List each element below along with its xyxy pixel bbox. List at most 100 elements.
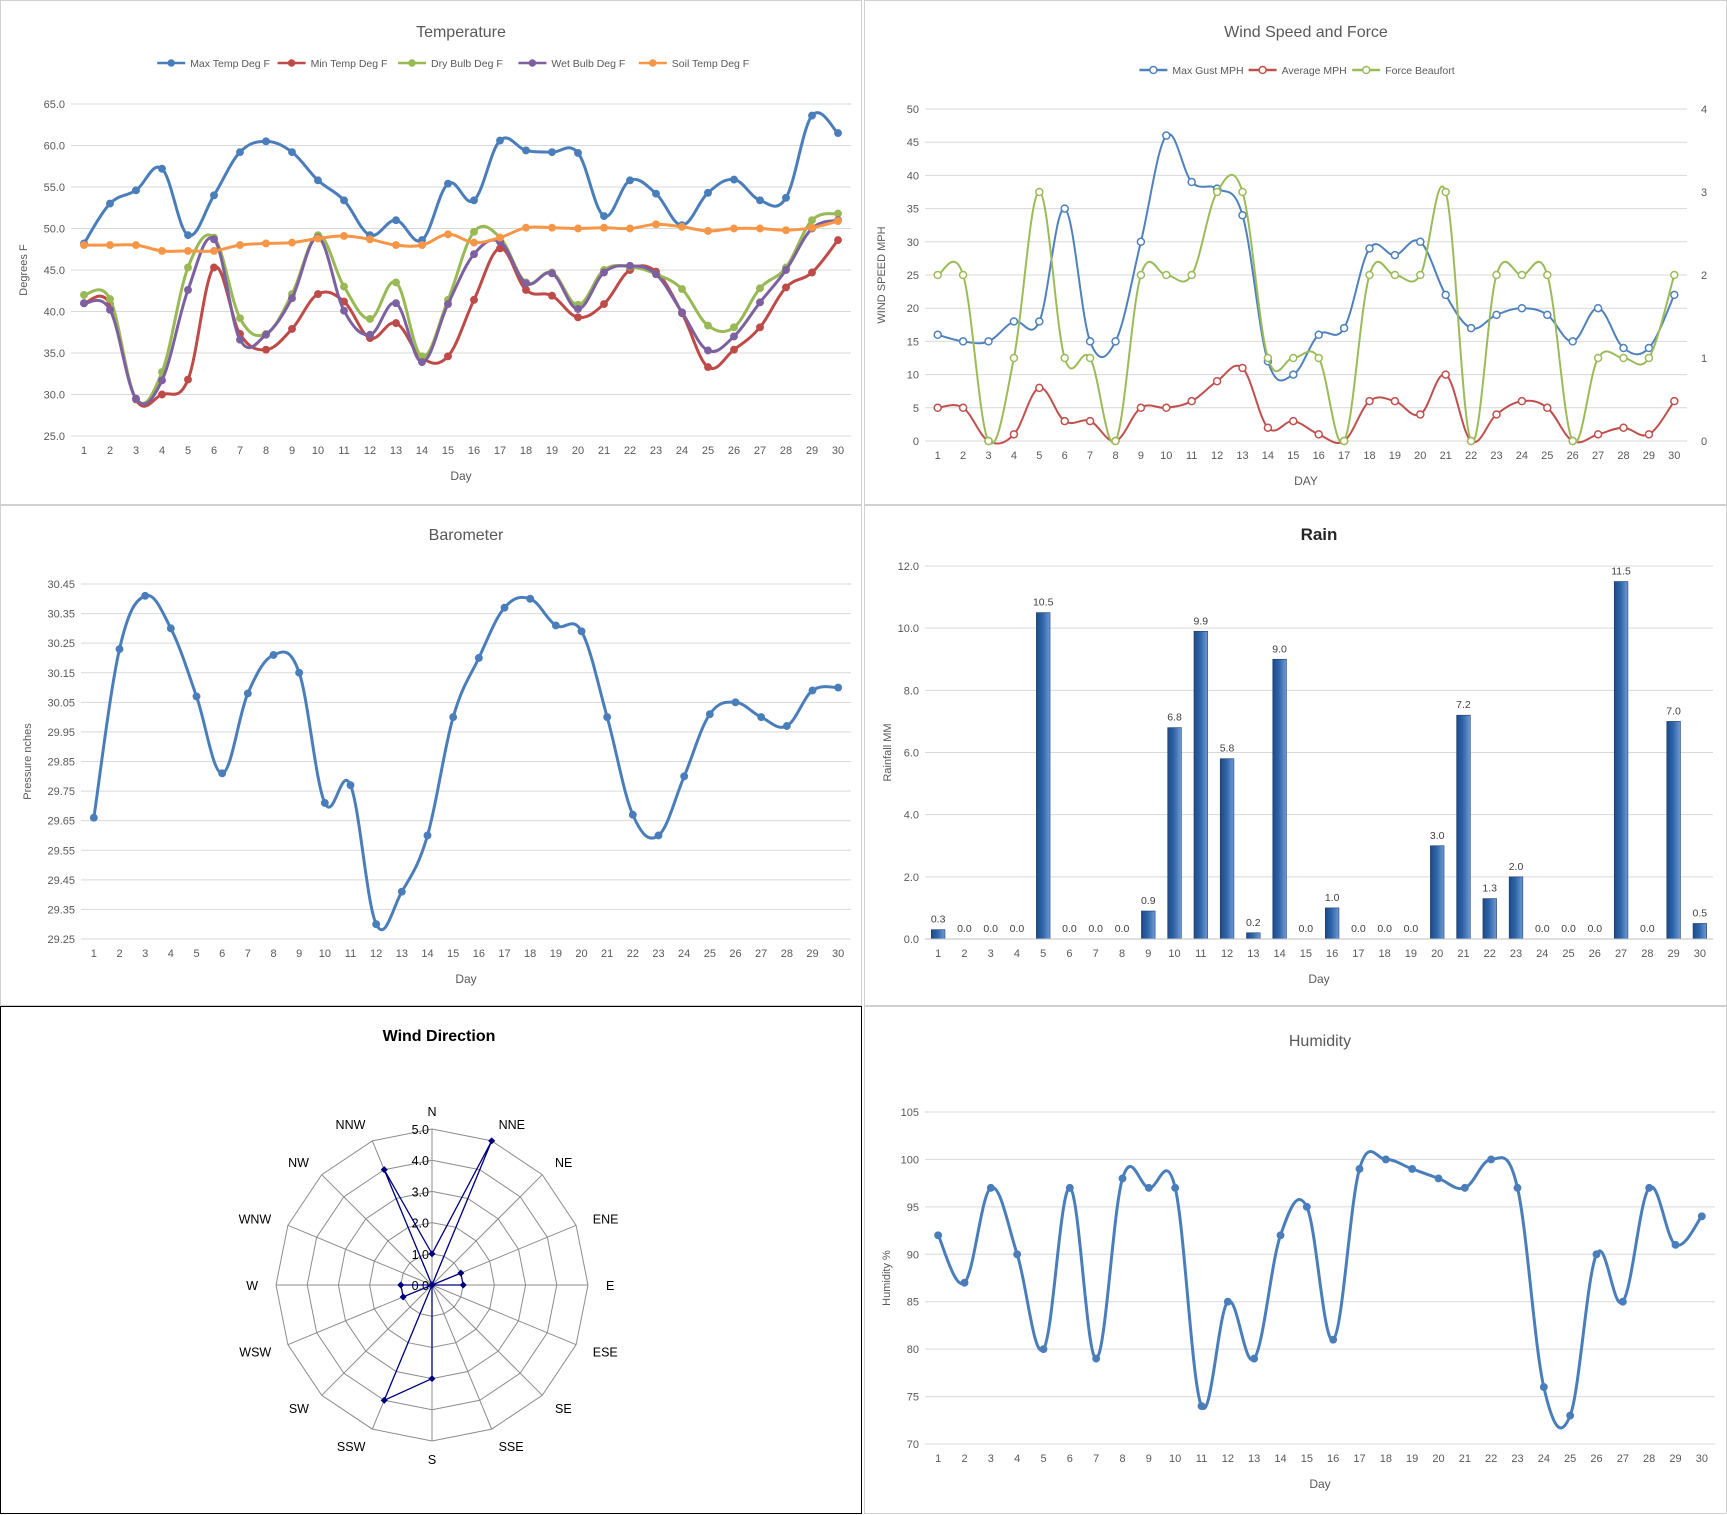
data-point <box>730 224 738 233</box>
rain-chart-panel: Rain 0.0 2.0 4.0 6.0 8.0 10.0 12.0 0.3 1 0.0 2 0.0 3 0… <box>864 505 1727 1006</box>
barometer-chart-panel: Barometer 29.25 29.35 29.45 29.55 29.65 29.75 2… <box>0 505 862 1006</box>
data-point <box>106 199 114 208</box>
x-tick-label: 19 <box>1389 450 1401 462</box>
y2-tick-label: 3 <box>1701 187 1707 199</box>
wind-direction-chart: Wind Direction N NNE NE ENE E ESE SE SSE S SSW SW WS… <box>239 1028 619 1467</box>
x-tick-label: 15 <box>1300 948 1312 960</box>
x-tick-label: 24 <box>676 445 688 457</box>
legend-marker-0 <box>167 59 175 67</box>
data-point <box>1644 343 1654 353</box>
data-point <box>1162 270 1171 280</box>
data-point <box>262 137 270 146</box>
data-point <box>1009 317 1019 326</box>
x-tick-label: 5 <box>1036 450 1042 462</box>
data-point <box>314 176 322 185</box>
data-point <box>1539 1383 1548 1392</box>
x-tick-label: 14 <box>1262 450 1274 462</box>
x-tick-label: 29 <box>1669 1453 1681 1465</box>
data-point <box>1187 177 1196 187</box>
data-point <box>1365 244 1374 253</box>
legend-label-1: Average MPH <box>1282 65 1347 77</box>
x-axis-label: Day <box>1309 1477 1330 1491</box>
data-point <box>1566 1411 1575 1420</box>
data-point <box>1381 1155 1390 1164</box>
x-tick-label: 20 <box>572 445 584 457</box>
data-point <box>1085 337 1095 346</box>
data-point <box>704 188 712 197</box>
data-point <box>132 186 140 195</box>
x-tick-label: 28 <box>1643 1453 1655 1465</box>
data-point <box>574 313 582 322</box>
y-tick-label: 10 <box>907 370 919 382</box>
x-tick-label: 24 <box>1538 1453 1550 1465</box>
radar-point <box>380 1166 388 1174</box>
legend-label-1: Min Temp Deg F <box>311 58 388 70</box>
x-tick-label: 27 <box>1615 948 1627 960</box>
data-point <box>1212 187 1222 197</box>
data-point <box>1289 370 1298 379</box>
direction-label: SW <box>289 1402 309 1416</box>
x-tick-label: 27 <box>754 445 766 457</box>
x-tick-label: 26 <box>1567 450 1579 462</box>
data-label: 0.0 <box>1299 923 1314 935</box>
data-point <box>782 193 790 202</box>
data-point <box>574 224 582 233</box>
data-point <box>1593 303 1603 313</box>
data-point <box>1035 383 1044 393</box>
x-tick-label: 11 <box>1186 450 1197 462</box>
radar-point <box>457 1269 465 1277</box>
data-point <box>958 403 968 413</box>
data-point <box>106 305 114 314</box>
data-point <box>603 713 612 722</box>
data-point <box>1670 396 1679 406</box>
data-point <box>1035 317 1044 326</box>
data-point <box>960 1278 969 1287</box>
radial-tick-label: 1.0 <box>412 1248 429 1262</box>
data-point <box>730 175 738 184</box>
data-point <box>782 266 790 274</box>
x-tick-label: 25 <box>1562 948 1574 960</box>
data-point <box>132 241 140 250</box>
wind-direction-chart-panel: Wind Direction N NNE NE ENE E ESE SE SSE S SSW SW WS… <box>0 1006 862 1514</box>
data-point <box>1238 363 1247 373</box>
data-point <box>600 300 608 308</box>
data-point <box>192 692 201 701</box>
data-point <box>522 279 530 288</box>
y-tick-label: 0.0 <box>904 934 919 946</box>
data-point <box>808 111 816 120</box>
data-point <box>423 831 432 840</box>
data-point <box>184 231 192 240</box>
x-tick-label: 23 <box>1510 948 1522 960</box>
y-tick-label: 12.0 <box>898 561 919 573</box>
data-point <box>626 224 634 233</box>
x-axis-label: DAY <box>1294 474 1318 488</box>
x-tick-label: 5 <box>1040 948 1046 960</box>
data-point <box>1593 430 1603 439</box>
x-tick-label: 29 <box>1643 450 1655 462</box>
y-tick-label: 45 <box>907 137 919 149</box>
data-point <box>392 319 400 328</box>
x-tick-label: 25 <box>1564 1453 1576 1465</box>
series-line-2 <box>937 173 1676 445</box>
data-point <box>1289 416 1298 426</box>
data-point <box>184 263 192 272</box>
data-point <box>1441 370 1450 379</box>
y-tick-label: 30.15 <box>47 668 75 680</box>
y-tick-label: 29.25 <box>47 934 75 946</box>
data-point <box>1618 1297 1627 1306</box>
y-tick-label: 90 <box>907 1249 919 1261</box>
x-tick-label: 10 <box>1168 948 1180 960</box>
x-tick-label: 4 <box>1011 450 1017 462</box>
y-tick-label: 40 <box>907 170 919 182</box>
data-point <box>1238 210 1247 220</box>
x-tick-label: 19 <box>1406 1453 1418 1465</box>
x-tick-label: 28 <box>1641 948 1653 960</box>
y-axis-label: Degrees F <box>18 244 30 296</box>
data-point <box>1039 1345 1048 1354</box>
data-point <box>757 713 766 722</box>
x-tick-label: 3 <box>142 948 148 960</box>
data-point <box>548 291 556 300</box>
data-point <box>210 263 218 272</box>
x-tick-label: 22 <box>1485 1453 1497 1465</box>
data-point <box>808 223 816 232</box>
